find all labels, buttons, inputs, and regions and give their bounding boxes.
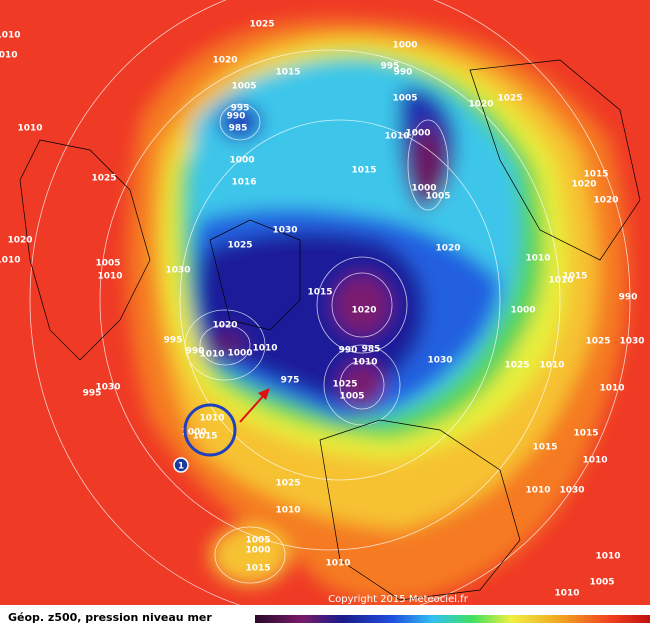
isobar-label: 995 [381,62,400,72]
isobar-label: 1005 [245,536,270,546]
isobar-label: 1010 [97,272,122,282]
arrow-head [258,388,270,400]
isobar-label: 1005 [425,192,450,202]
isobar-label: 1025 [504,361,529,371]
isobar-label: 1010 [548,276,573,286]
isobar-label: 1025 [91,174,116,184]
isobar-label: 995 [164,336,183,346]
isobar-label: 1015 [275,68,300,78]
isobar-label: 990 [186,347,205,357]
isobar-label: 1010 [199,350,224,360]
isobar-label: 990 [394,68,413,78]
isobar-label: 1000 [411,184,436,194]
isobar-label: 1025 [275,479,300,489]
isobar-label: 1015 [245,564,270,574]
isobar-label: 1015 [562,272,587,282]
isobars [29,0,631,621]
isobar-label: 1030 [272,226,297,236]
isobar-label: 1005 [339,392,364,402]
isobar-label: 1015 [573,429,598,439]
isobar-label: 1020 [593,196,618,206]
isobar-label: 1010 [582,456,607,466]
isobar-label: 1020 [351,306,376,316]
isobar-label: 1010 [595,552,620,562]
isobar-label: 1005 [392,94,417,104]
isobar-label: 990 [339,346,358,356]
isobar-label: 1010 [384,132,409,142]
isobar-label: 985 [362,345,381,355]
isobar-label: 1000 [245,546,270,556]
copyright: Copyright 2015 Meteociel.fr [328,594,469,605]
isobar-label: 1000 [392,41,417,51]
isobar-label: 985 [229,124,248,134]
isobar-label: 1010 [599,384,624,394]
isobar-labels: 1025101010101000995990102010151005100510… [0,20,645,599]
isobar-label: 995 [83,389,102,399]
isobar-label: 1020 [571,180,596,190]
isobar-label: 1030 [619,337,644,347]
isobar-label: 1010 [0,51,18,61]
isobar-label: 1020 [435,244,460,254]
isobar-label: 1020 [7,236,32,246]
isobar-label: 1030 [427,356,452,366]
isobar-label: 1015 [192,432,217,442]
isobar-label: 990 [619,293,638,303]
marker-label: 1 [178,462,184,472]
highlight-ring [183,403,237,457]
isobar-label: 1000 [405,129,430,139]
height-field [127,19,628,602]
isobar-label: 1025 [227,241,252,251]
isobar-label: 1030 [165,266,190,276]
isobar-label: 1010 [0,31,21,41]
isobar-label: 1025 [585,337,610,347]
isobar-label: 1030 [559,486,584,496]
color-scale [255,615,650,623]
isobar-label: 1010 [17,124,42,134]
isobar-label: 1010 [252,344,277,354]
isobar-label: 1000 [229,156,254,166]
isobar-label: 1016 [231,178,256,188]
isobar-label: 1015 [532,443,557,453]
isobar-label: 995 [231,104,250,114]
coastlines [19,59,641,601]
isobar-label: 1010 [325,559,350,569]
isobar-label: 1010 [525,486,550,496]
isobar-label: 1030 [95,383,120,393]
isobar-label: 1010 [352,358,377,368]
isobar-label: 1015 [307,288,332,298]
isobar-label: 1010 [0,256,21,266]
isobar-label: 1005 [589,578,614,588]
isobar-label: 1015 [583,170,608,180]
isobar-label: 990 [227,112,246,122]
isobar-label: 1000 [227,349,252,359]
isobar-label: 1025 [497,94,522,104]
map-title: Géop. z500, pression niveau mer [8,611,212,623]
marker [173,457,189,473]
isobar-label: 1025 [249,20,274,30]
isobar-label: 1010 [199,414,224,424]
isobar-label: 1015 [351,166,376,176]
isobar-label: 1020 [468,100,493,110]
isobar-label: 1005 [95,259,120,269]
isobar-label: 975 [281,376,300,386]
isobar-label: 1020 [212,56,237,66]
isobar-label: 1010 [525,254,550,264]
isobar-label: 1000 [510,306,535,316]
isobar-label: 1005 [231,82,256,92]
arrow [239,393,266,423]
isobar-label: 1025 [332,380,357,390]
isobar-label: 1020 [212,321,237,331]
isobar-label: 1010 [539,361,564,371]
isobar-label: 1010 [554,589,579,599]
isobar-label: 1010 [275,506,300,516]
isobar-label: 1000 [181,428,206,438]
